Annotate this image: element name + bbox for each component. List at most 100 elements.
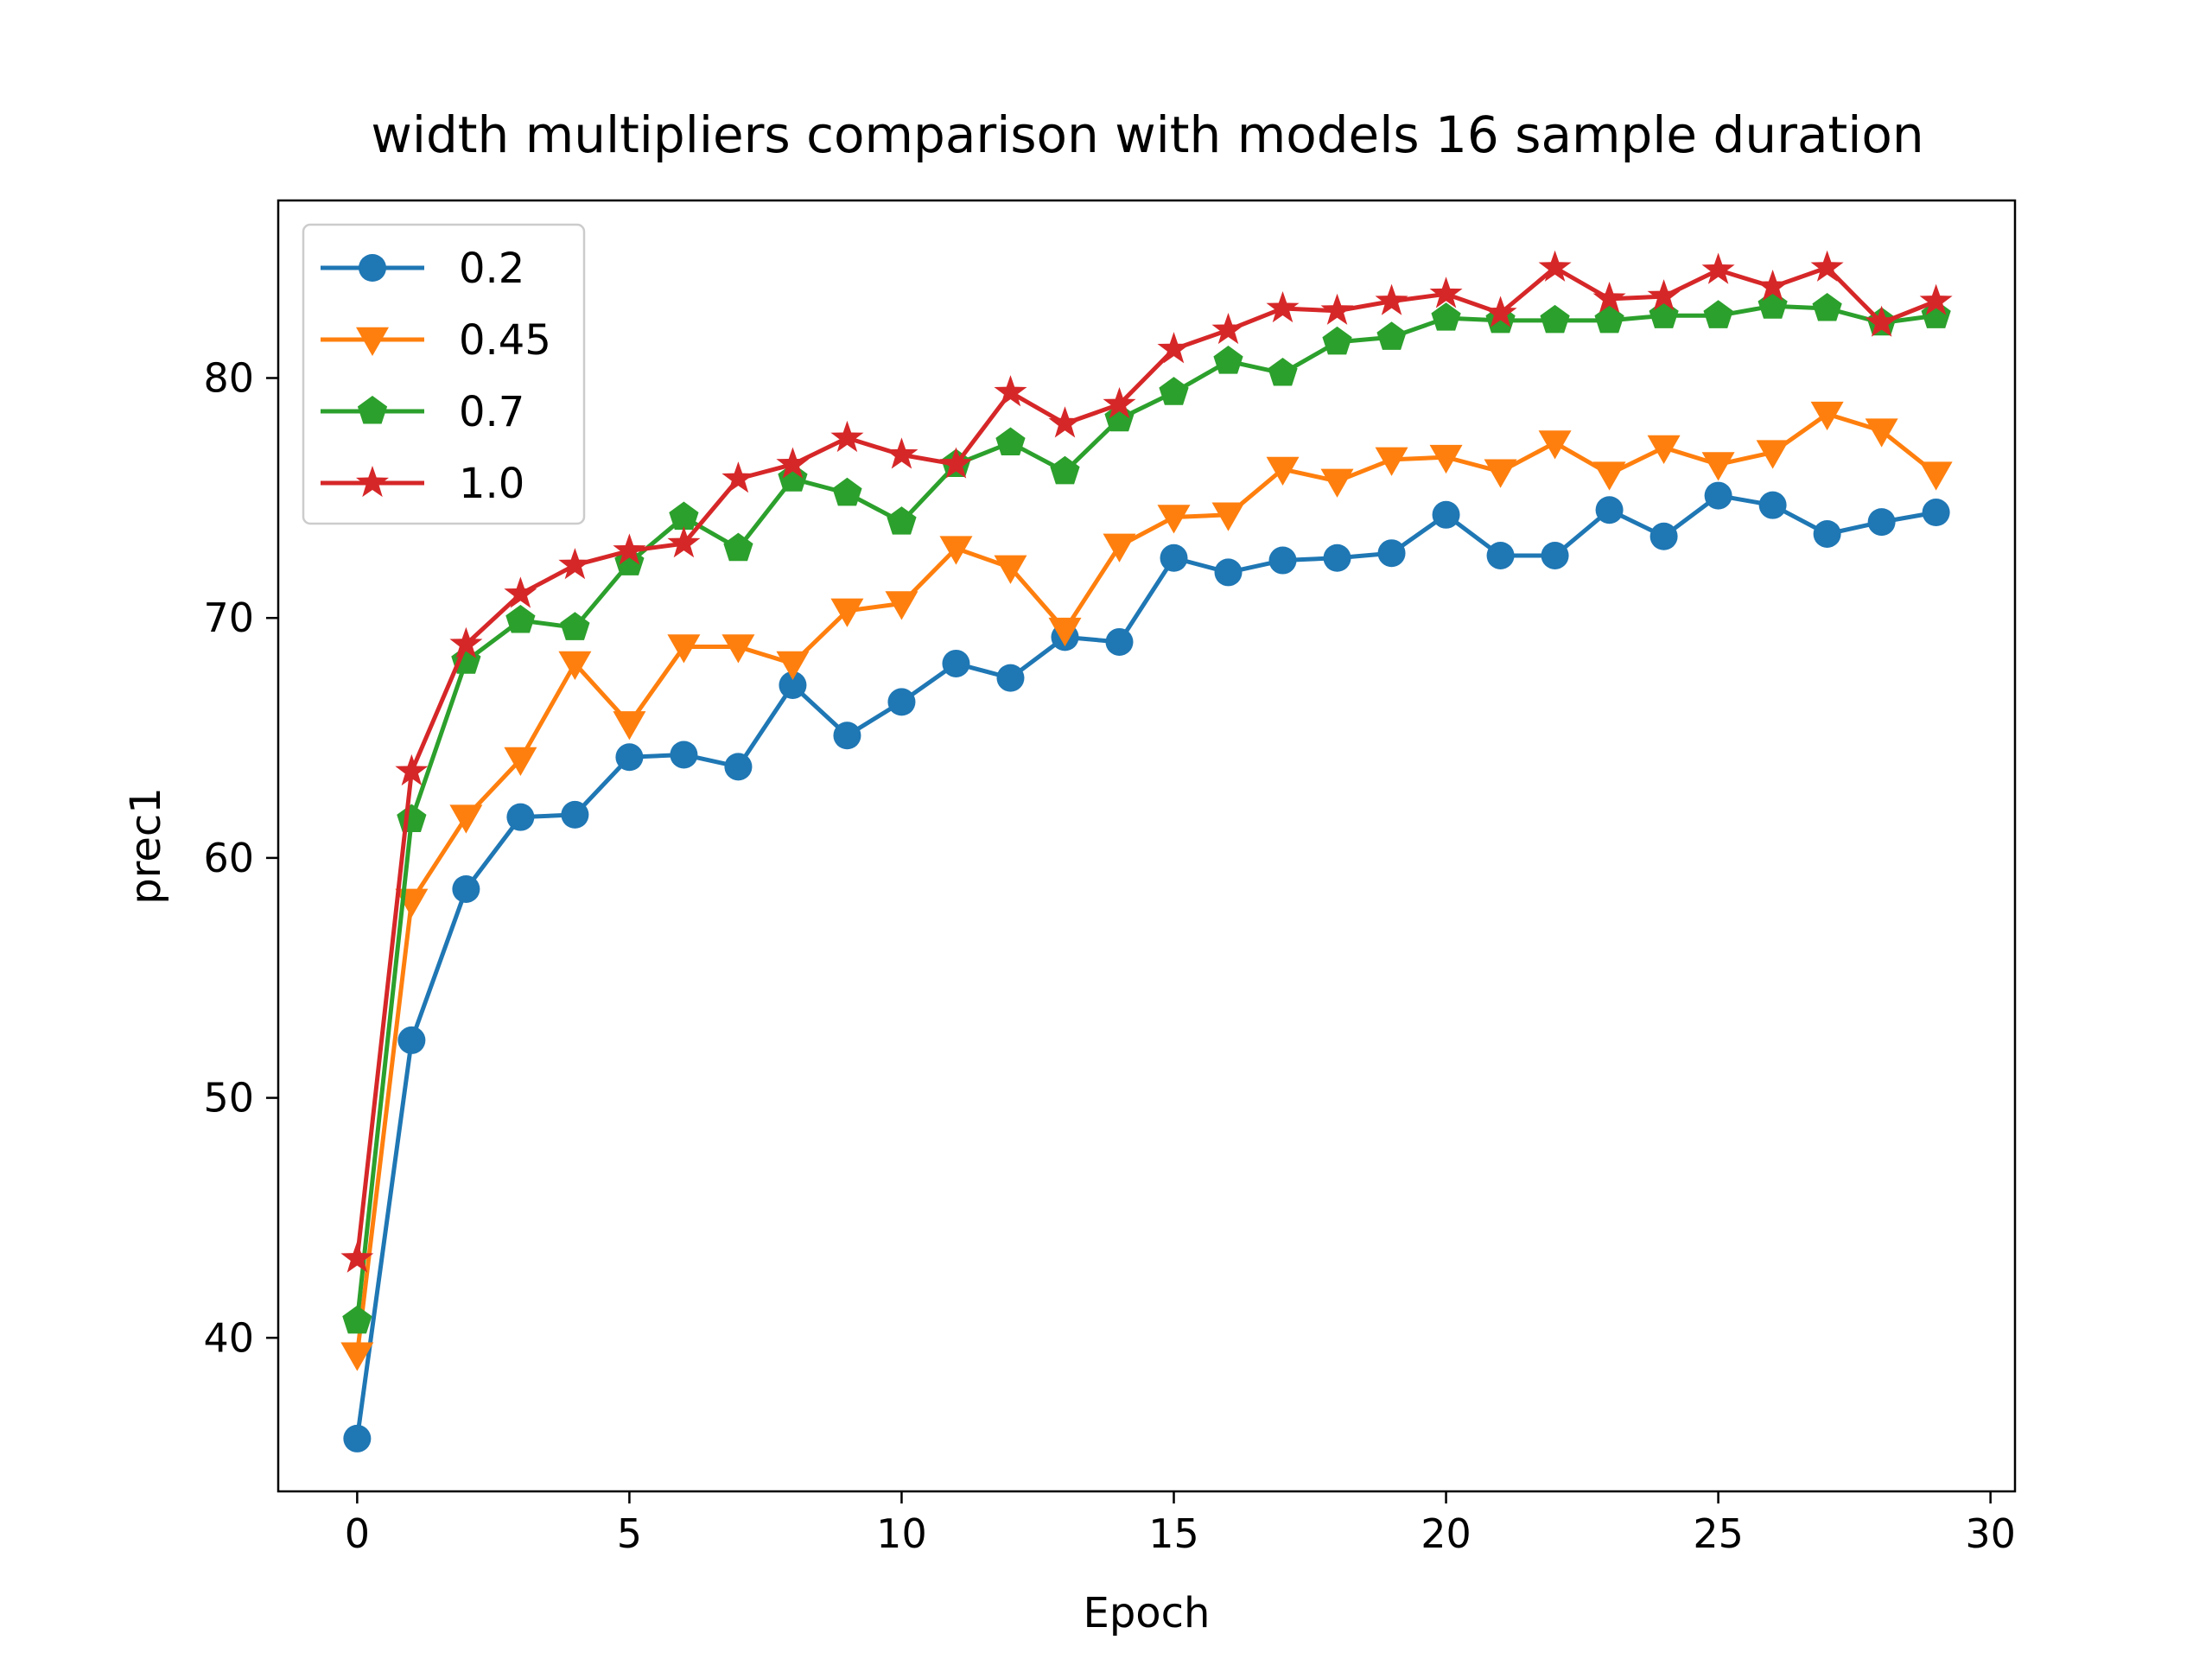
data-point [996, 664, 1025, 692]
x-tick-label: 10 [876, 1510, 927, 1557]
data-point [833, 721, 861, 750]
data-point [1431, 302, 1461, 331]
legend-label: 0.7 [459, 388, 524, 436]
data-point [1701, 252, 1735, 284]
data-point [670, 741, 698, 769]
data-point [1376, 321, 1407, 350]
series-layer [340, 250, 1953, 1452]
data-point [942, 649, 970, 677]
data-point [994, 375, 1027, 407]
data-point [1375, 447, 1408, 476]
data-point [340, 1342, 374, 1371]
data-point [1429, 444, 1463, 474]
legend-entry: 0.2 [321, 245, 524, 293]
data-point [1865, 305, 1898, 337]
data-point [558, 651, 592, 680]
legend-marker [359, 254, 386, 282]
data-point [830, 420, 864, 453]
legend-entry: 0.7 [321, 388, 524, 436]
series-0.45 [340, 401, 1953, 1371]
x-tick-label: 5 [617, 1510, 642, 1557]
data-point [1592, 281, 1626, 314]
x-axis-label: Epoch [1084, 1589, 1211, 1637]
data-point [995, 427, 1026, 456]
data-point [667, 634, 701, 664]
data-point [342, 1305, 372, 1334]
data-point [1703, 300, 1733, 328]
data-point [994, 555, 1027, 584]
x-tick-label: 15 [1148, 1510, 1199, 1557]
data-point [1103, 533, 1136, 563]
data-point [1432, 500, 1460, 529]
y-axis-ticks: 40 50 60 70 80 [203, 354, 278, 1361]
data-point [1211, 312, 1245, 345]
x-tick-label: 20 [1421, 1510, 1471, 1557]
legend-entries: 0.2 0.45 0.7 1.0 [321, 245, 551, 508]
data-point [1756, 440, 1789, 469]
data-point [939, 447, 973, 479]
data-point [1758, 491, 1787, 519]
data-point [1266, 290, 1300, 323]
x-tick-label: 30 [1965, 1510, 2016, 1557]
data-point [1812, 292, 1842, 321]
data-point [1647, 435, 1681, 465]
data-point [1649, 522, 1678, 550]
data-point [832, 477, 862, 506]
data-point [1105, 627, 1134, 656]
data-point [1103, 387, 1136, 419]
data-point [1701, 452, 1735, 481]
data-point [1157, 505, 1191, 534]
data-point [1486, 541, 1515, 569]
data-point [669, 501, 699, 531]
data-point [561, 800, 589, 829]
data-point [1377, 539, 1406, 568]
y-tick-label: 80 [203, 354, 254, 401]
data-point [1594, 304, 1624, 334]
data-point [1810, 401, 1844, 431]
data-point [724, 753, 753, 781]
data-point [452, 874, 480, 903]
data-point [1541, 541, 1569, 569]
data-point [1048, 617, 1082, 647]
data-point [449, 626, 483, 658]
data-point [340, 1241, 374, 1273]
data-point [504, 576, 537, 608]
data-point [887, 688, 916, 716]
series-0.2 [343, 481, 1950, 1452]
data-point [723, 532, 753, 562]
data-point [1375, 283, 1408, 315]
data-point [1540, 304, 1570, 334]
data-point [1592, 461, 1626, 491]
data-point [1919, 283, 1953, 315]
data-point [1050, 455, 1080, 485]
y-tick-label: 60 [203, 835, 254, 881]
data-point [560, 612, 590, 640]
x-tick-label: 25 [1693, 1510, 1744, 1557]
y-tick-label: 40 [203, 1314, 254, 1361]
data-point [615, 743, 644, 772]
y-axis-label: prec1 [122, 787, 170, 905]
data-point [1320, 468, 1354, 498]
data-point [721, 461, 755, 493]
data-point [1211, 502, 1245, 531]
data-point [1159, 377, 1189, 405]
data-point [776, 651, 810, 680]
x-axis-ticks: 0 5 10 15 20 25 30 [345, 1491, 2016, 1557]
data-point [1323, 543, 1351, 572]
data-point [1160, 543, 1188, 572]
data-point [887, 506, 917, 535]
data-point [1865, 418, 1898, 448]
y-tick-label: 50 [203, 1075, 254, 1122]
data-point [1214, 558, 1243, 587]
data-point [1484, 296, 1517, 327]
data-point [1813, 519, 1841, 548]
data-point [1322, 326, 1352, 355]
data-point [395, 753, 429, 786]
data-point [1704, 481, 1732, 510]
data-point [1268, 546, 1297, 575]
data-point [343, 1424, 372, 1452]
legend-entry: 1.0 [321, 460, 524, 508]
data-point [613, 533, 646, 565]
legend-label: 0.45 [459, 316, 551, 365]
